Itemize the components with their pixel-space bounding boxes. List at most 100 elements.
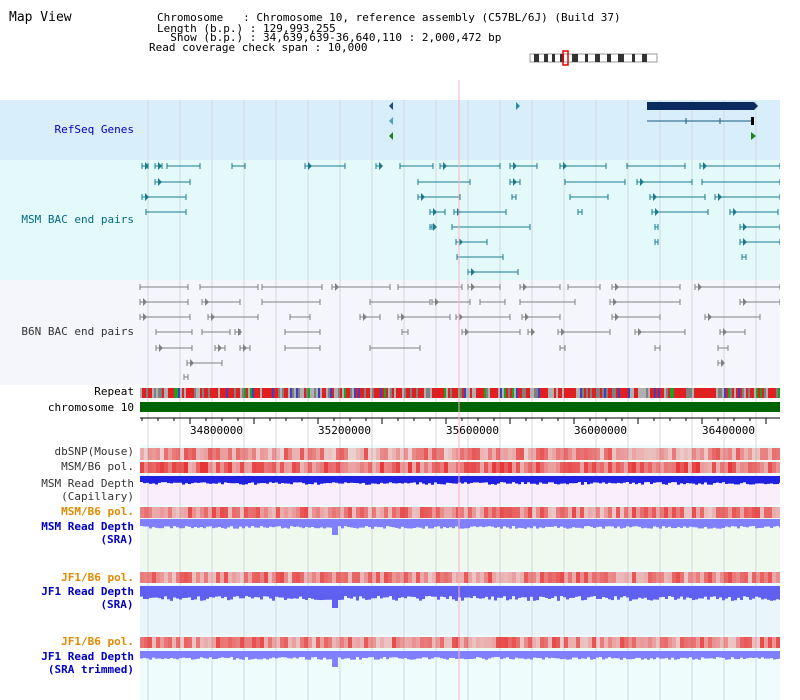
heat-cell — [208, 572, 212, 583]
label-dbsnp[interactable]: dbSNP(Mouse) — [54, 445, 134, 458]
label-jf1-pol-2[interactable]: JF1/B6 pol. — [61, 635, 134, 648]
depth-bar — [317, 476, 320, 485]
heat-cell — [460, 637, 464, 648]
depth-bar — [704, 519, 707, 527]
label-refseq-genes[interactable]: RefSeq Genes — [54, 123, 134, 136]
repeat-mark — [524, 388, 526, 398]
depth-bar — [188, 519, 191, 527]
heat-cell — [472, 507, 476, 518]
heat-cell — [520, 507, 524, 518]
heat-cell — [296, 637, 300, 648]
heat-cell — [144, 462, 148, 473]
depth-bar — [149, 586, 152, 598]
b6n-pair-arrow — [238, 328, 242, 336]
depth-bar — [578, 651, 581, 660]
heat-cell — [324, 507, 328, 518]
depth-bar — [554, 586, 557, 597]
msm-bac-pairs-track[interactable] — [141, 162, 781, 276]
heat-cell — [284, 448, 288, 460]
heat-cell — [392, 507, 396, 518]
heat-cell — [144, 572, 148, 583]
label-jf1-depth-trim[interactable]: JF1 Read Depth — [41, 650, 134, 663]
label-jf1-depth-sra[interactable]: JF1 Read Depth — [41, 585, 134, 598]
heat-cell — [668, 448, 672, 460]
repeat-mark — [162, 388, 164, 398]
chromosome-ideogram[interactable] — [529, 50, 658, 66]
depth-bar — [515, 476, 518, 484]
heat-cell — [552, 448, 556, 460]
refseq-genes-track[interactable] — [389, 102, 758, 140]
depth-bar — [470, 651, 473, 660]
read-depth-tracks — [140, 476, 782, 667]
depth-bar — [311, 519, 314, 528]
repeat-mark — [250, 388, 252, 398]
b6n-pair-arrow — [143, 298, 147, 306]
depth-bar — [638, 519, 641, 527]
label-msm-pol-1[interactable]: MSM/B6 pol. — [61, 460, 134, 473]
heat-cell — [648, 462, 652, 473]
heat-cell — [564, 637, 568, 648]
depth-bar — [386, 519, 389, 527]
depth-bar — [161, 476, 164, 483]
heat-cell — [644, 448, 648, 460]
heat-cell — [244, 637, 248, 648]
depth-bar — [335, 651, 338, 667]
heat-cell — [560, 572, 564, 583]
heat-cell — [396, 462, 400, 473]
label-msm-bac[interactable]: MSM BAC end pairs — [21, 213, 134, 226]
heat-cell — [756, 507, 760, 518]
repeat-mark — [606, 388, 608, 398]
depth-bar — [281, 519, 284, 529]
heat-cell — [324, 637, 328, 648]
repeat-mark — [560, 388, 562, 398]
heat-cell — [548, 572, 552, 583]
heat-cell — [284, 572, 288, 583]
heat-cell — [592, 448, 596, 460]
heat-cell — [408, 637, 412, 648]
depth-bar — [299, 476, 302, 483]
depth-bar — [152, 586, 155, 598]
depth-bar — [449, 586, 452, 597]
depth-bar — [668, 519, 671, 527]
depth-bar — [245, 651, 248, 658]
heat-cell — [204, 448, 208, 460]
depth-bar — [542, 586, 545, 597]
heat-cell — [500, 448, 504, 460]
label-msm-depth-sra[interactable]: MSM Read Depth — [41, 520, 134, 533]
heat-cell — [536, 448, 540, 460]
repeat-mark — [718, 388, 720, 398]
depth-bar — [569, 519, 572, 529]
repeat-mark — [676, 388, 678, 398]
depth-bar — [293, 651, 296, 658]
label-jf1-pol-1[interactable]: JF1/B6 pol. — [61, 571, 134, 584]
heat-cell — [744, 507, 748, 518]
depth-bar — [293, 519, 296, 527]
depth-bar — [776, 476, 779, 485]
depth-bar — [446, 586, 449, 599]
heat-cell — [424, 448, 428, 460]
heat-cell — [736, 507, 740, 518]
heat-cell — [256, 637, 260, 648]
depth-bar — [731, 476, 734, 484]
depth-bar — [770, 519, 773, 528]
heat-cell — [300, 507, 304, 518]
depth-bar — [641, 651, 644, 660]
heat-cell — [332, 637, 336, 648]
depth-bar — [212, 651, 215, 660]
label-b6n-bac[interactable]: B6N BAC end pairs — [21, 325, 134, 338]
heat-cell — [652, 637, 656, 648]
heat-cell — [304, 637, 308, 648]
heat-cell — [740, 572, 744, 583]
label-msm-pol-2[interactable]: MSM/B6 pol. — [61, 505, 134, 518]
depth-bar — [590, 519, 593, 527]
depth-bar — [401, 651, 404, 659]
heat-cell — [476, 637, 480, 648]
label-msm-depth-cap[interactable]: MSM Read Depth — [41, 477, 134, 490]
depth-bar — [536, 651, 539, 658]
heat-cell — [528, 637, 532, 648]
depth-bar — [359, 586, 362, 597]
depth-bar — [221, 519, 224, 529]
heat-cell — [524, 637, 528, 648]
ideogram-band — [642, 54, 647, 62]
